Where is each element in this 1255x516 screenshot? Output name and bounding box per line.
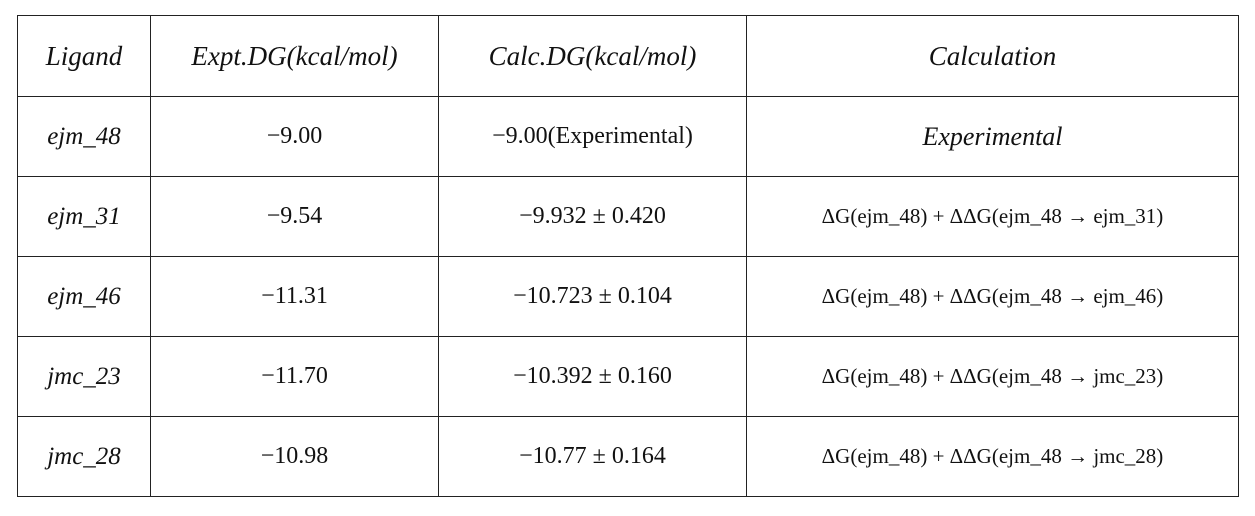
table-row: ejm_46 −11.31 −10.723 ± 0.104 ΔG(ejm_48) + … <box>17 256 1239 337</box>
table-row: jmc_28 −10.98 −10.77 ± 0.164 ΔG(ejm_48) + Δ… <box>17 416 1239 497</box>
table-cell: Experimental <box>746 96 1239 177</box>
table-cell: ΔG(ejm_48) + ΔΔG(ejm_48 → jmc_23) <box>746 336 1239 417</box>
table-row: jmc_23 −11.70 −10.392 ± 0.160 ΔG(ejm_48) + … <box>17 336 1239 417</box>
table-cell: −9.932 ± 0.420 <box>438 176 747 257</box>
table-cell: −9.00(Experimental) <box>438 96 747 177</box>
table-row: ejm_48 −9.00 −9.00(Experimental) Experiment… <box>17 96 1239 177</box>
header-cell: Expt.DG(kcal/mol) <box>150 15 439 97</box>
table-row: ejm_31 −9.54 −9.932 ± 0.420 ΔG(ejm_48) + ΔΔ… <box>17 176 1239 257</box>
header-cell: Ligand <box>17 15 151 97</box>
header-cell: Calc.DG(kcal/mol) <box>438 15 747 97</box>
table-cell: jmc_28 <box>17 416 151 497</box>
table-cell: −9.00 <box>150 96 439 177</box>
table-cell: −10.723 ± 0.104 <box>438 256 747 337</box>
table-cell: ΔG(ejm_48) + ΔΔG(ejm_48 → ejm_46) <box>746 256 1239 337</box>
table-cell: ejm_31 <box>17 176 151 257</box>
table-cell: −10.77 ± 0.164 <box>438 416 747 497</box>
table-cell: −11.31 <box>150 256 439 337</box>
table-cell: −9.54 <box>150 176 439 257</box>
table-body: ejm_48 −9.00 −9.00(Experimental) Experiment… <box>17 96 1239 497</box>
header-row: Ligand Expt.DG(kcal/mol) Calc.DG(kcal/mol)… <box>17 15 1239 97</box>
table-cell: ΔG(ejm_48) + ΔΔG(ejm_48 → ejm_31) <box>746 176 1239 257</box>
table-cell: jmc_23 <box>17 336 151 417</box>
table-cell: −10.98 <box>150 416 439 497</box>
results-table: Ligand Expt.DG(kcal/mol) Calc.DG(kcal/mol)… <box>17 15 1239 497</box>
header-cell: Calculation <box>746 15 1239 97</box>
table-cell: ejm_48 <box>17 96 151 177</box>
table-cell: ΔG(ejm_48) + ΔΔG(ejm_48 → jmc_28) <box>746 416 1239 497</box>
table-cell: −10.392 ± 0.160 <box>438 336 747 417</box>
table-cell: −11.70 <box>150 336 439 417</box>
table-cell: ejm_46 <box>17 256 151 337</box>
